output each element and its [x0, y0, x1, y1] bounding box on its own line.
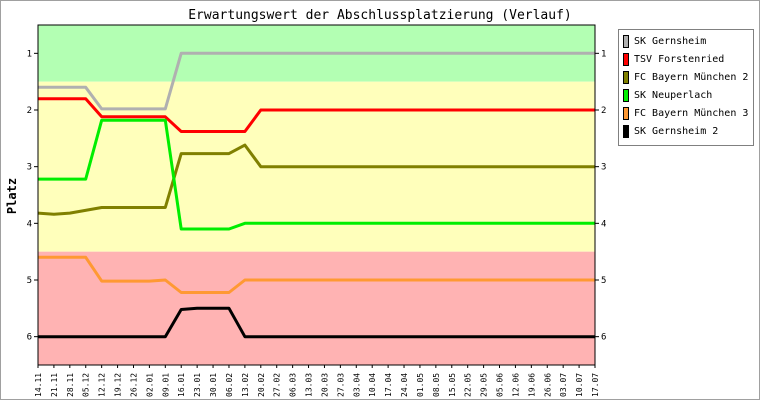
x-tick-label: 30.01	[209, 373, 218, 397]
x-tick-label: 19.06	[527, 373, 536, 397]
legend-item: SK Neuperlach	[623, 87, 712, 103]
legend-swatch	[623, 124, 629, 138]
legend-swatch	[623, 34, 629, 48]
chart-title: Erwartungswert der Abschlussplatzierung …	[188, 8, 572, 23]
x-tick-label: 05.12	[82, 373, 91, 397]
series-line-4	[38, 255, 595, 294]
x-tick-label: 05.06	[496, 373, 505, 397]
series-line-1	[38, 97, 595, 133]
y-tick-label-right: 1	[601, 49, 606, 59]
x-tick-label: 10.07	[575, 373, 584, 397]
x-tick-label: 23.01	[193, 373, 202, 397]
x-tick-label: 27.02	[273, 373, 282, 397]
band-2	[38, 251, 595, 365]
x-tick-label: 21.11	[50, 373, 59, 397]
legend-swatch	[623, 88, 629, 102]
y-tick-label-right: 2	[601, 106, 606, 116]
y-tick-label-left: 1	[27, 49, 32, 59]
legend-item: SK Gernsheim	[623, 33, 706, 49]
legend-swatch	[623, 52, 629, 66]
x-tick-label: 08.05	[432, 373, 441, 397]
legend-item: FC Bayern München 3	[623, 105, 748, 121]
legend-label: TSV Forstenried	[634, 53, 725, 65]
x-tick-label: 06.03	[289, 373, 298, 397]
x-tick-label: 13.02	[241, 373, 250, 397]
x-tick-label: 20.02	[257, 373, 266, 397]
y-axis-label: Platz	[5, 178, 19, 214]
chart-legend: SK Gernsheim TSV Forstenried FC Bayern Mün…	[618, 29, 754, 146]
y-tick-label-right: 6	[601, 333, 606, 343]
legend-item: SK Gernsheim 2	[623, 123, 718, 139]
x-tick-label: 17.07	[591, 373, 600, 397]
x-tick-label: 19.12	[114, 373, 123, 397]
x-tick-label: 12.06	[511, 373, 520, 397]
x-tick-label: 13.03	[305, 373, 314, 397]
x-tick-label: 20.03	[320, 373, 329, 397]
x-tick-label: 14.11	[34, 373, 43, 397]
y-tick-label-right: 5	[601, 276, 606, 286]
series-line-0	[38, 51, 595, 111]
x-tick-label: 15.05	[448, 373, 457, 397]
x-tick-label: 26.06	[543, 373, 552, 397]
series-line-3	[38, 118, 595, 231]
x-tick-label: 03.04	[352, 373, 361, 397]
x-tick-label: 27.03	[336, 373, 345, 397]
series-line-5	[38, 306, 595, 339]
x-tick-label: 24.04	[400, 373, 409, 397]
y-tick-label-right: 3	[601, 163, 606, 173]
plot-area	[37, 24, 596, 366]
x-tick-label: 28.11	[66, 373, 75, 397]
y-tick-label-left: 6	[27, 333, 32, 343]
x-tick-label: 09.01	[161, 373, 170, 397]
x-tick-label: 16.01	[177, 373, 186, 397]
legend-swatch	[623, 70, 629, 84]
x-tick-label: 02.01	[145, 373, 154, 397]
legend-label: SK Gernsheim	[634, 35, 707, 47]
x-tick-label: 06.02	[225, 373, 234, 397]
x-tick-label: 17.04	[384, 373, 393, 397]
x-tick-label: 10.04	[368, 373, 377, 397]
legend-item: TSV Forstenried	[623, 51, 724, 67]
legend-swatch	[623, 106, 629, 120]
legend-label: FC Bayern München 2	[634, 71, 749, 83]
x-tick-label: 26.12	[129, 373, 138, 397]
x-tick-label: 01.05	[416, 373, 425, 397]
legend-label: SK Neuperlach	[634, 89, 713, 101]
y-tick-label-left: 5	[27, 276, 32, 286]
y-tick-label-left: 2	[27, 106, 32, 116]
x-tick-label: 12.12	[98, 373, 107, 397]
x-tick-label: 03.07	[559, 373, 568, 397]
legend-label: FC Bayern München 3	[634, 107, 749, 119]
legend-label: SK Gernsheim 2	[634, 125, 719, 137]
legend-item: FC Bayern München 2	[623, 69, 748, 85]
x-tick-label: 22.05	[464, 373, 473, 397]
x-tick-label: 29.05	[480, 373, 489, 397]
y-tick-label-right: 4	[601, 219, 606, 229]
y-tick-label-left: 3	[27, 163, 32, 173]
y-tick-label-left: 4	[27, 219, 32, 229]
